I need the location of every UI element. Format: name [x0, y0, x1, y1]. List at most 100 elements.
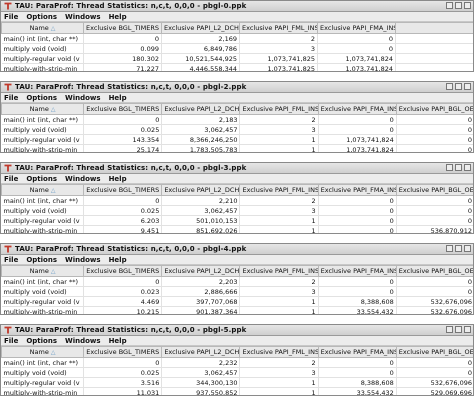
table-row[interactable]: multiply void (void) 0.099 6,849,786 3 0	[1, 43, 473, 54]
minimize-button[interactable]	[446, 245, 453, 252]
column-header[interactable]: Exclusive PAPI_FMA_INS	[317, 184, 397, 196]
menu-options[interactable]: Options	[26, 93, 57, 102]
menu-file[interactable]: File	[4, 93, 19, 102]
table-row[interactable]: main() int (int, char **) 0 2,210 2 0 0	[1, 195, 473, 206]
table-row[interactable]: multiply-regular void (v 143.354 8,366,246…	[1, 134, 473, 145]
column-header[interactable]: Exclusive PAPI_L2_DCH	[161, 22, 240, 34]
table-row[interactable]: main() int (int, char **) 0 2,232 2 0 0	[1, 357, 473, 368]
column-header[interactable]: Exclusive PAPI_BGL_OED	[395, 346, 474, 358]
close-button[interactable]	[464, 2, 471, 9]
column-header[interactable]: Exclusive BGL_TIMERS	[83, 22, 162, 34]
column-header[interactable]: Exclusive PAPI_L2_DCH	[161, 346, 241, 358]
column-header[interactable]: Name △	[1, 346, 85, 358]
table-row[interactable]: multiply-regular void (v 4.469 397,707,068…	[1, 296, 473, 307]
table-row[interactable]: multiply-with-strip-min 25.174 1,783,505,7…	[1, 144, 473, 152]
column-header-label: Exclusive PAPI_FML_INS	[242, 186, 319, 194]
metric-value-cell: 1,073,741,825	[239, 63, 318, 71]
column-header[interactable]: Name △	[1, 265, 85, 277]
column-header[interactable]: Name △	[1, 22, 84, 34]
menu-options[interactable]: Options	[26, 336, 57, 345]
menu-help[interactable]: Help	[108, 174, 127, 183]
title-bar[interactable]: TAU: ParaProf: Thread Statistics: n,c,t,…	[1, 325, 473, 336]
column-header[interactable]: Exclusive PAPI_L2_DCH	[161, 103, 241, 115]
metric-value-cell: 0	[396, 215, 473, 226]
close-button[interactable]	[464, 83, 471, 90]
column-header[interactable]: Exclusive PAPI_BGL_OED	[395, 184, 473, 196]
close-button[interactable]	[464, 245, 471, 252]
column-header[interactable]: Exclusive BGL_TIMERS	[83, 103, 163, 115]
column-header-label: Exclusive PAPI_BGL_OED	[398, 348, 474, 356]
column-header[interactable]: Exclusive PAPI_L2_DCH	[161, 184, 241, 196]
column-header[interactable]: Exclusive BGL_TIMERS	[83, 184, 163, 196]
menu-file[interactable]: File	[4, 174, 19, 183]
column-header[interactable]: Exclusive PAPI_FMA_INS	[317, 22, 396, 34]
maximize-button[interactable]	[455, 2, 462, 9]
column-header[interactable]: Exclusive PAPI_FML_INS	[239, 265, 319, 277]
column-header[interactable]: Exclusive PAPI_FMA_INS	[317, 265, 397, 277]
column-header[interactable]: Exclusive PAPI_FML_INS	[239, 184, 319, 196]
title-bar[interactable]: TAU: ParaProf: Thread Statistics: n,c,t,…	[1, 82, 473, 93]
maximize-button[interactable]	[455, 164, 462, 171]
metric-value-cell: 0	[83, 33, 162, 44]
menu-windows[interactable]: Windows	[65, 174, 101, 183]
table-row[interactable]: multiply-with-strip-min 11.031 937,550,852…	[1, 387, 473, 395]
menu-help[interactable]: Help	[108, 93, 127, 102]
column-header[interactable]: Exclusive BGL_TIMERS	[83, 346, 163, 358]
menu-help[interactable]: Help	[108, 12, 127, 21]
table-row[interactable]: multiply void (void) 0.023 2,886,666 3 0 0	[1, 286, 473, 297]
column-header[interactable]: Exclusive BGL_TIMERS	[83, 265, 163, 277]
maximize-button[interactable]	[455, 326, 462, 333]
minimize-button[interactable]	[446, 2, 453, 9]
menu-windows[interactable]: Windows	[65, 93, 101, 102]
close-button[interactable]	[464, 326, 471, 333]
title-bar[interactable]: TAU: ParaProf: Thread Statistics: n,c,t,…	[1, 1, 473, 12]
table-row[interactable]: multiply-with-strip-min 9.451 851,692,026 1…	[1, 225, 473, 233]
table-row[interactable]: main() int (int, char **) 0 2,183 2 0 0	[1, 114, 473, 125]
menu-options[interactable]: Options	[26, 12, 57, 21]
function-name-cell: multiply-regular void (v	[1, 215, 85, 226]
table-row[interactable]: multiply void (void) 0.025 3,062,457 3 0 0	[1, 205, 473, 216]
table-row[interactable]: multiply-regular void (v 180.302 10,521,54…	[1, 53, 473, 64]
menu-file[interactable]: File	[4, 336, 19, 345]
table-row[interactable]: multiply-regular void (v 3.516 344,300,130…	[1, 377, 473, 388]
column-header[interactable]: Name △	[1, 103, 85, 115]
minimize-button[interactable]	[446, 83, 453, 90]
menu-help[interactable]: Help	[108, 336, 127, 345]
column-header[interactable]: Exclusive PAPI_FMA_INS	[317, 346, 397, 358]
window-controls	[446, 83, 471, 90]
title-bar[interactable]: TAU: ParaProf: Thread Statistics: n,c,t,…	[1, 163, 473, 174]
table-row[interactable]: multiply void (void) 0.025 3,062,457 3 0 0	[1, 367, 473, 378]
column-header[interactable]: Exclusive PAPI_FML_INS	[239, 346, 319, 358]
column-header[interactable]: Exclusive PAPI_FML_INS	[239, 22, 318, 34]
menu-windows[interactable]: Windows	[65, 255, 101, 264]
minimize-button[interactable]	[446, 326, 453, 333]
metric-value-cell: 1,073,741,824	[317, 53, 396, 64]
column-header-label: Exclusive PAPI_L2_DCH	[164, 105, 240, 113]
close-button[interactable]	[464, 164, 471, 171]
column-header[interactable]: Exclusive PAPI_BGL_OED	[395, 265, 473, 277]
maximize-button[interactable]	[455, 245, 462, 252]
column-header[interactable]: Name △	[1, 184, 85, 196]
menu-options[interactable]: Options	[26, 255, 57, 264]
column-header-label: Exclusive PAPI_FMA_INS	[320, 24, 396, 32]
table-row[interactable]: multiply-with-strip-min 71.227 4,446,558,3…	[1, 63, 473, 71]
column-header[interactable]: Exclusive PAPI_FMA_INS	[317, 103, 397, 115]
menu-file[interactable]: File	[4, 12, 19, 21]
menu-options[interactable]: Options	[26, 174, 57, 183]
metric-value-cell: 529,069,696	[396, 387, 473, 395]
maximize-button[interactable]	[455, 83, 462, 90]
column-header[interactable]: Exclusive PAPI_L2_DCH	[161, 265, 241, 277]
table-row[interactable]: multiply void (void) 0.025 3,062,457 3 0 0	[1, 124, 473, 135]
minimize-button[interactable]	[446, 164, 453, 171]
title-bar[interactable]: TAU: ParaProf: Thread Statistics: n,c,t,…	[1, 244, 473, 255]
menu-windows[interactable]: Windows	[65, 336, 101, 345]
column-header[interactable]: Exclusive PAPI_FML_INS	[239, 103, 319, 115]
table-row[interactable]: multiply-regular void (v 6.203 501,010,153…	[1, 215, 473, 226]
menu-windows[interactable]: Windows	[65, 12, 101, 21]
menu-help[interactable]: Help	[108, 255, 127, 264]
table-row[interactable]: multiply-with-strip-min 10.215 901,387,364…	[1, 306, 473, 314]
table-row[interactable]: main() int (int, char **) 0 2,203 2 0 0	[1, 276, 473, 287]
menu-file[interactable]: File	[4, 255, 19, 264]
column-header[interactable]: Exclusive PAPI_BGL_OED	[395, 103, 473, 115]
table-row[interactable]: main() int (int, char **) 0 2,169 2 0	[1, 33, 473, 44]
